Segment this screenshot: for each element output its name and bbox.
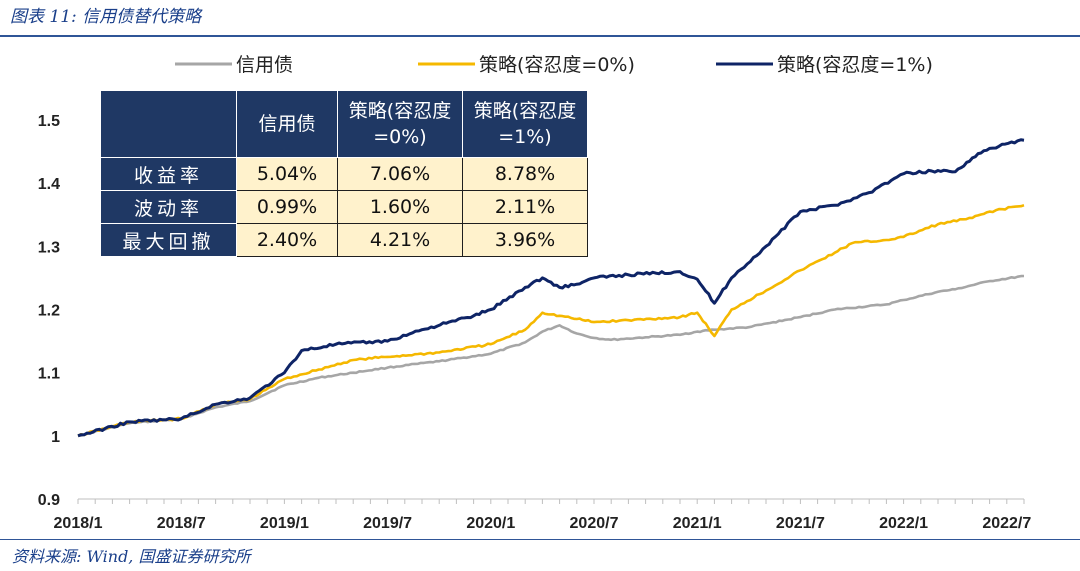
stats-row-drawdown: 最大回撤 2.40% 4.21% 3.96% xyxy=(100,223,588,257)
stats-cell: 1.60% xyxy=(337,190,463,224)
chart-legend: 信用债 策略(容忍度=0%) 策略(容忍度=1%) xyxy=(175,54,933,76)
y-tick-label: 1.5 xyxy=(38,113,60,130)
stats-header-corner xyxy=(100,90,237,158)
y-tick-label: 1 xyxy=(51,429,60,446)
x-tick-label: 2022/1 xyxy=(879,515,928,532)
series-line xyxy=(77,138,1025,438)
x-axis: 2018/1 2018/7 2019/1 2019/7 2020/1 2020/7 2021… xyxy=(54,498,1031,532)
stats-row-return: 收益率 5.04% 7.06% 8.78% xyxy=(100,157,588,191)
stats-cell: 7.06% xyxy=(337,157,463,191)
source-rule xyxy=(0,539,1080,540)
stats-row-volatility: 波动率 0.99% 1.60% 2.11% xyxy=(100,190,588,224)
stats-header-row: 信用债 策略(容忍度=0%) 策略(容忍度=1%) xyxy=(100,90,588,158)
stats-cell: 3.96% xyxy=(462,223,588,257)
x-tick-label: 2021/1 xyxy=(673,515,722,532)
x-tick-label: 2018/1 xyxy=(54,515,103,532)
x-tick-label: 2020/7 xyxy=(570,515,619,532)
stats-row-label: 最大回撤 xyxy=(100,223,237,257)
x-tick-label: 2020/1 xyxy=(466,515,515,532)
stats-row-label: 波动率 xyxy=(100,190,237,224)
title-rule xyxy=(0,35,1080,37)
x-tick-label: 2018/7 xyxy=(157,515,206,532)
stats-cell: 2.40% xyxy=(236,223,338,257)
stats-header-strategy0: 策略(容忍度=0%) xyxy=(337,90,463,158)
legend-label: 策略(容忍度=1%) xyxy=(777,54,933,76)
series-line xyxy=(77,274,1025,438)
x-tick-label: 2019/7 xyxy=(363,515,412,532)
x-tick-label: 2022/7 xyxy=(982,515,1031,532)
y-tick-label: 1.4 xyxy=(38,176,60,193)
legend-label: 策略(容忍度=0%) xyxy=(479,54,635,76)
line-chart: 信用债 策略(容忍度=0%) 策略(容忍度=1%) 0.911.11.21.31.4… xyxy=(38,54,1032,532)
legend-label: 信用债 xyxy=(236,54,293,76)
stats-row-label: 收益率 xyxy=(100,157,237,191)
stats-cell: 8.78% xyxy=(462,157,588,191)
x-tick-label: 2021/7 xyxy=(776,515,825,532)
figure-title: 图表 11: 信用债替代策略 xyxy=(10,7,202,27)
y-tick-label: 0.9 xyxy=(38,492,60,509)
stats-header-strategy1: 策略(容忍度=1%) xyxy=(462,90,588,158)
stats-table: 信用债 策略(容忍度=0%) 策略(容忍度=1%) 收益率 5.04% 7.06… xyxy=(100,90,588,257)
y-tick-label: 1.1 xyxy=(38,366,60,383)
series-lines xyxy=(77,138,1025,438)
y-tick-label: 1.3 xyxy=(38,239,60,256)
x-tick-label: 2019/1 xyxy=(260,515,309,532)
stats-header-credit: 信用债 xyxy=(236,90,338,158)
y-axis: 0.9 1 1.1 1.2 1.3 1.4 1.5 xyxy=(38,113,60,509)
stats-cell: 4.21% xyxy=(337,223,463,257)
y-tick-label: 1.2 xyxy=(38,303,60,320)
stats-cell: 0.99% xyxy=(236,190,338,224)
source-note: 资料来源: Wind, 国盛证券研究所 xyxy=(12,547,251,566)
stats-cell: 5.04% xyxy=(236,157,338,191)
stats-cell: 2.11% xyxy=(462,190,588,224)
